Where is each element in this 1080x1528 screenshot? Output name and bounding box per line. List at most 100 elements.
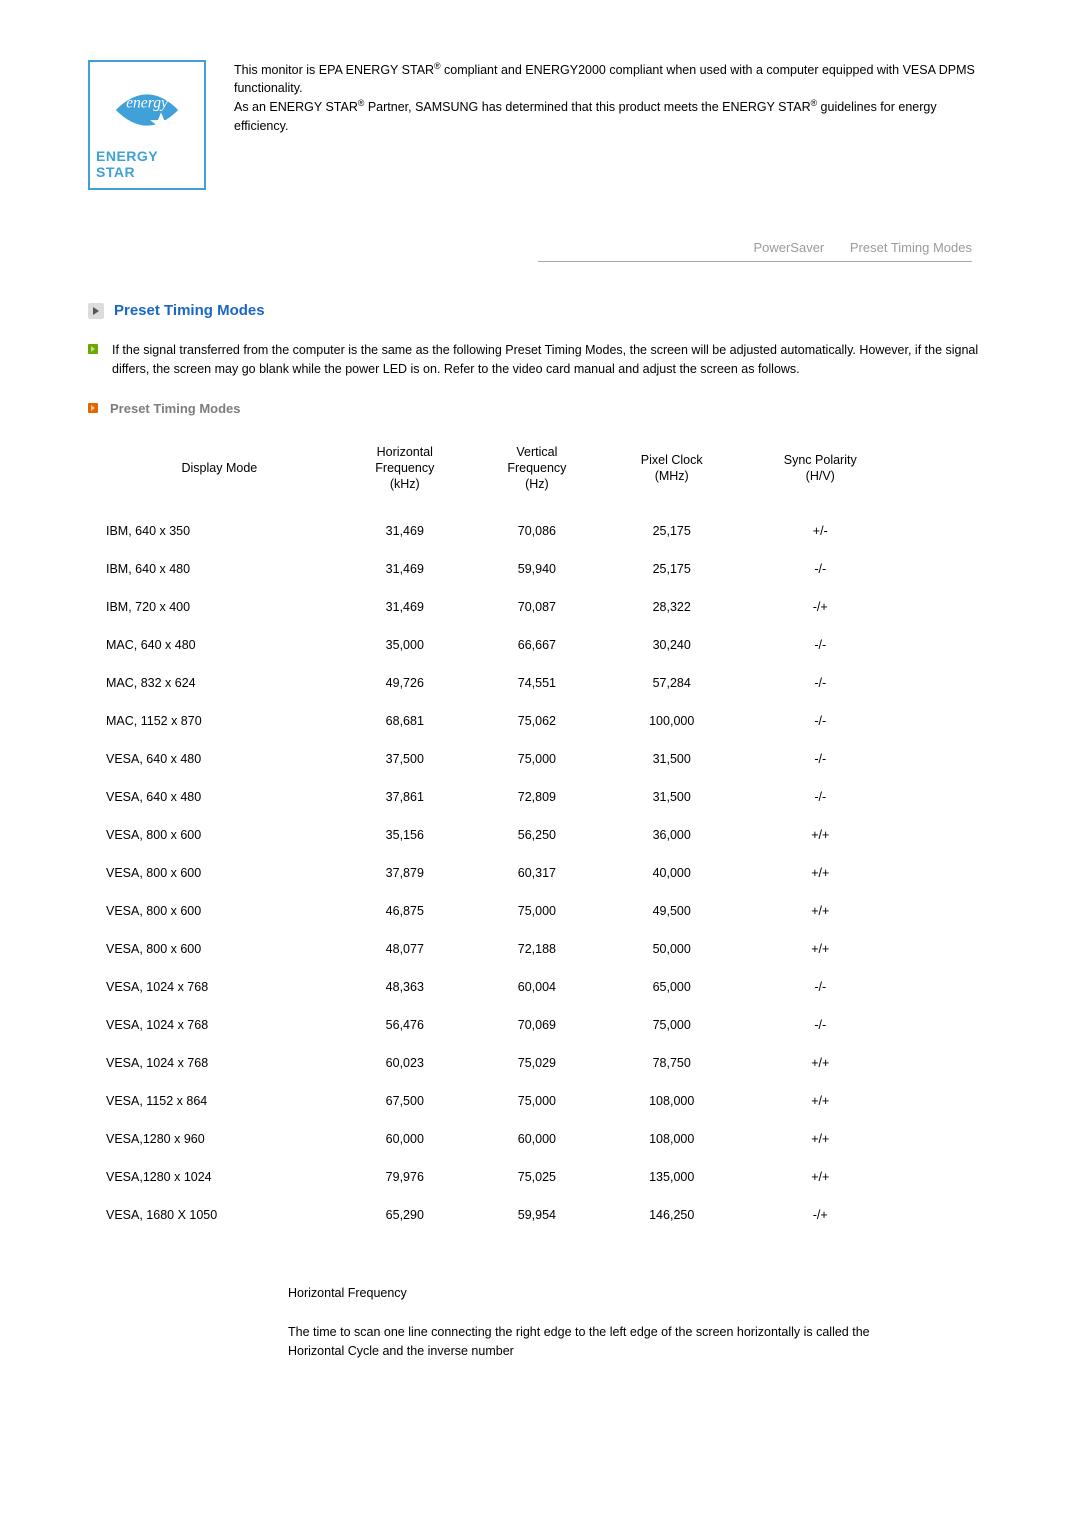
col-display-mode: Display Mode xyxy=(100,438,339,513)
energy-star-logo-text: ENERGY STAR xyxy=(96,148,198,180)
table-cell: +/+ xyxy=(740,1082,900,1120)
table-cell: 65,000 xyxy=(603,968,741,1006)
table-cell: -/- xyxy=(740,778,900,816)
col-pixelclock: Pixel Clock(MHz) xyxy=(603,438,741,513)
footer-heading: Horizontal Frequency xyxy=(288,1284,878,1303)
table-cell: VESA, 1024 x 768 xyxy=(100,1006,339,1044)
section-title: Preset Timing Modes xyxy=(88,302,992,319)
table-cell: 108,000 xyxy=(603,1082,741,1120)
table-cell: 30,240 xyxy=(603,626,741,664)
table-cell: 75,000 xyxy=(471,740,603,778)
svg-text:energy: energy xyxy=(126,95,168,112)
arrow-icon xyxy=(88,303,104,319)
table-cell: 49,500 xyxy=(603,892,741,930)
col-hfreq: HorizontalFrequency(kHz) xyxy=(339,438,471,513)
table-cell: 60,023 xyxy=(339,1044,471,1082)
table-cell: VESA, 1680 X 1050 xyxy=(100,1196,339,1234)
table-cell: 25,175 xyxy=(603,512,741,550)
table-cell: 31,469 xyxy=(339,512,471,550)
table-cell: 78,750 xyxy=(603,1044,741,1082)
table-cell: +/- xyxy=(740,512,900,550)
table-cell: 31,500 xyxy=(603,778,741,816)
table-cell: +/+ xyxy=(740,816,900,854)
orange-bullet-icon xyxy=(88,403,98,413)
tab-bar: PowerSaver Preset Timing Modes xyxy=(88,240,992,255)
energy-text-p2b: Partner, SAMSUNG has determined that thi… xyxy=(364,101,810,115)
sub-title: Preset Timing Modes xyxy=(88,401,992,416)
table-cell: 79,976 xyxy=(339,1158,471,1196)
table-cell: VESA, 800 x 600 xyxy=(100,854,339,892)
footer-block: Horizontal Frequency The time to scan on… xyxy=(288,1284,878,1360)
table-cell: 70,087 xyxy=(471,588,603,626)
tab-powersaver[interactable]: PowerSaver xyxy=(753,240,824,255)
section-title-text: Preset Timing Modes xyxy=(114,302,265,319)
table-cell: MAC, 1152 x 870 xyxy=(100,702,339,740)
table-cell: -/- xyxy=(740,1006,900,1044)
table-cell: 72,188 xyxy=(471,930,603,968)
table-cell: 108,000 xyxy=(603,1120,741,1158)
tab-preset-timing[interactable]: Preset Timing Modes xyxy=(850,240,972,255)
table-cell: MAC, 832 x 624 xyxy=(100,664,339,702)
table-cell: -/+ xyxy=(740,588,900,626)
table-cell: 66,667 xyxy=(471,626,603,664)
table-cell: -/- xyxy=(740,626,900,664)
table-cell: 59,940 xyxy=(471,550,603,588)
table-cell: 135,000 xyxy=(603,1158,741,1196)
table-cell: IBM, 720 x 400 xyxy=(100,588,339,626)
table-row: VESA, 800 x 60037,87960,31740,000+/+ xyxy=(100,854,900,892)
table-cell: -/- xyxy=(740,550,900,588)
table-row: VESA, 800 x 60035,15656,25036,000+/+ xyxy=(100,816,900,854)
table-cell: IBM, 640 x 480 xyxy=(100,550,339,588)
table-cell: 56,476 xyxy=(339,1006,471,1044)
table-cell: 70,069 xyxy=(471,1006,603,1044)
table-cell: 48,363 xyxy=(339,968,471,1006)
table-cell: VESA, 800 x 600 xyxy=(100,930,339,968)
table-cell: +/+ xyxy=(740,1158,900,1196)
table-cell: 68,681 xyxy=(339,702,471,740)
table-cell: 59,954 xyxy=(471,1196,603,1234)
table-cell: 60,000 xyxy=(471,1120,603,1158)
table-row: IBM, 640 x 48031,46959,94025,175-/- xyxy=(100,550,900,588)
table-row: VESA, 1024 x 76860,02375,02978,750+/+ xyxy=(100,1044,900,1082)
table-cell: 37,879 xyxy=(339,854,471,892)
table-cell: -/- xyxy=(740,702,900,740)
table-cell: -/+ xyxy=(740,1196,900,1234)
table-cell: 75,000 xyxy=(471,1082,603,1120)
table-cell: 35,000 xyxy=(339,626,471,664)
table-row: VESA, 800 x 60048,07772,18850,000+/+ xyxy=(100,930,900,968)
table-row: VESA, 800 x 60046,87575,00049,500+/+ xyxy=(100,892,900,930)
table-row: VESA, 1680 X 105065,29059,954146,250-/+ xyxy=(100,1196,900,1234)
energy-star-logo: energy ENERGY STAR xyxy=(88,60,206,190)
table-cell: 74,551 xyxy=(471,664,603,702)
table-cell: MAC, 640 x 480 xyxy=(100,626,339,664)
table-cell: 65,290 xyxy=(339,1196,471,1234)
table-cell: 100,000 xyxy=(603,702,741,740)
table-cell: VESA,1280 x 1024 xyxy=(100,1158,339,1196)
table-cell: 36,000 xyxy=(603,816,741,854)
table-cell: VESA, 800 x 600 xyxy=(100,816,339,854)
table-cell: 35,156 xyxy=(339,816,471,854)
col-syncpolarity: Sync Polarity(H/V) xyxy=(740,438,900,513)
table-cell: +/+ xyxy=(740,1044,900,1082)
table-row: MAC, 832 x 62449,72674,55157,284-/- xyxy=(100,664,900,702)
table-row: VESA,1280 x 96060,00060,000108,000+/+ xyxy=(100,1120,900,1158)
table-cell: VESA, 1024 x 768 xyxy=(100,968,339,1006)
col-display-mode-label: Display Mode xyxy=(182,461,258,475)
col-vfreq: VerticalFrequency(Hz) xyxy=(471,438,603,513)
table-row: IBM, 640 x 35031,46970,08625,175+/- xyxy=(100,512,900,550)
table-cell: +/+ xyxy=(740,892,900,930)
table-cell: +/+ xyxy=(740,1120,900,1158)
table-cell: VESA, 640 x 480 xyxy=(100,740,339,778)
energy-star-icon: energy xyxy=(108,74,186,146)
table-row: VESA, 1024 x 76848,36360,00465,000-/- xyxy=(100,968,900,1006)
energy-star-block: energy ENERGY STAR This monitor is EPA E… xyxy=(88,60,992,190)
table-cell: +/+ xyxy=(740,930,900,968)
table-cell: VESA, 800 x 600 xyxy=(100,892,339,930)
table-cell: 60,004 xyxy=(471,968,603,1006)
table-row: VESA,1280 x 102479,97675,025135,000+/+ xyxy=(100,1158,900,1196)
tab-underline xyxy=(538,261,972,262)
table-cell: 60,317 xyxy=(471,854,603,892)
sub-title-text: Preset Timing Modes xyxy=(110,401,241,416)
table-cell: VESA, 1152 x 864 xyxy=(100,1082,339,1120)
table-cell: 75,000 xyxy=(603,1006,741,1044)
